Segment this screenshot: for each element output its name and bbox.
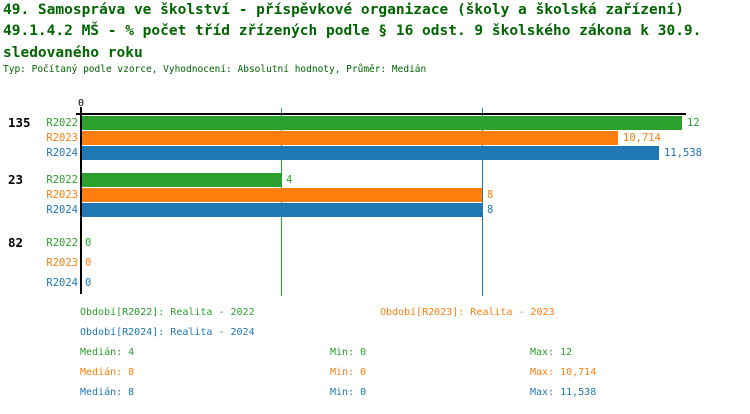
legend-median-label: Medián: 8 <box>80 367 135 378</box>
bar-value-label: 0 <box>85 257 92 269</box>
bar-value-label: 8 <box>487 204 494 216</box>
legend-min-label: Min: 0 <box>330 387 367 398</box>
median-grid-line <box>482 108 483 296</box>
report-title-line-1: 49. Samospráva ve školství - příspěvkové… <box>3 2 684 18</box>
report-title-line-2: 49.1.4.2 MŠ - % počet tříd zřízených pod… <box>3 23 702 39</box>
bar-value-label: 0 <box>85 277 92 289</box>
bar <box>82 173 281 187</box>
legend-median-label: Medián: 4 <box>80 347 135 358</box>
bar <box>82 188 482 202</box>
median-grid-line <box>281 108 282 296</box>
series-label: R2024 <box>46 147 78 159</box>
legend-period-label: Období[R2022]: Realita - 2022 <box>80 307 255 318</box>
series-label: R2024 <box>46 277 78 289</box>
legend-max-label: Max: 12 <box>530 347 573 358</box>
series-label: R2023 <box>46 257 78 269</box>
bar <box>82 203 482 217</box>
legend-max-label: Max: 11,538 <box>530 387 597 398</box>
category-label: 23 <box>8 172 24 187</box>
series-label: R2022 <box>46 174 78 186</box>
legend-period-label: Období[R2024]: Realita - 2024 <box>80 327 255 338</box>
bar-value-label: 10,714 <box>623 132 661 144</box>
series-label: R2024 <box>46 204 78 216</box>
series-label: R2023 <box>46 189 78 201</box>
legend-median-label: Medián: 8 <box>80 387 135 398</box>
y-axis-line <box>80 107 82 294</box>
bar-value-label: 0 <box>85 237 92 249</box>
x-axis-line <box>76 113 686 115</box>
legend-max-label: Max: 10,714 <box>530 367 597 378</box>
legend-min-label: Min: 0 <box>330 367 367 378</box>
category-label: 82 <box>8 235 24 250</box>
legend-min-label: Min: 0 <box>330 347 367 358</box>
report-title-line-3: sledovaného roku <box>3 45 143 61</box>
category-label: 135 <box>8 115 31 130</box>
x-axis-tick-zero: 0 <box>77 98 85 109</box>
legend-period-label: Období[R2023]: Realita - 2023 <box>380 307 555 318</box>
bar-value-label: 11,538 <box>664 147 702 159</box>
series-label: R2023 <box>46 132 78 144</box>
bar <box>82 146 659 160</box>
bar <box>82 131 618 145</box>
bar-value-label: 8 <box>487 189 494 201</box>
series-label: R2022 <box>46 117 78 129</box>
series-label: R2022 <box>46 237 78 249</box>
bar <box>82 116 682 130</box>
bar-value-label: 4 <box>286 174 293 186</box>
bar-value-label: 12 <box>687 117 700 129</box>
report-meta-line: Typ: Počítaný podle vzorce, Vyhodnocení:… <box>3 64 427 75</box>
